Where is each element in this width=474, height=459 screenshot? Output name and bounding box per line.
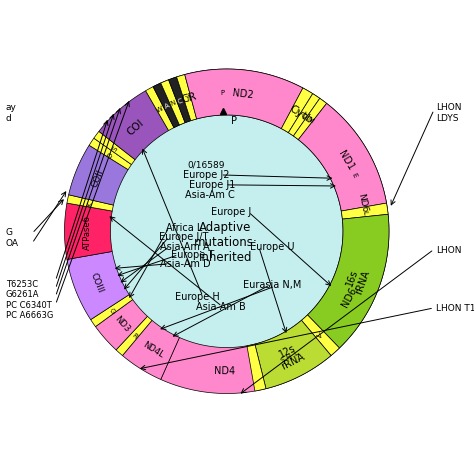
Polygon shape: [67, 252, 129, 320]
Polygon shape: [227, 70, 373, 181]
Text: ND4L: ND4L: [141, 340, 165, 359]
Text: N: N: [170, 100, 177, 107]
Polygon shape: [215, 70, 227, 116]
Text: Asia-Am D: Asia-Am D: [160, 259, 210, 269]
Polygon shape: [247, 344, 266, 391]
Text: Europe J2: Europe J2: [183, 170, 230, 179]
Text: Asia-Am C: Asia-Am C: [185, 190, 235, 200]
Text: C: C: [177, 97, 183, 104]
Text: ND6: ND6: [356, 192, 369, 213]
Text: 12s
rRNA: 12s rRNA: [274, 340, 306, 371]
Polygon shape: [161, 81, 185, 126]
Polygon shape: [94, 132, 135, 165]
Text: W: W: [156, 106, 165, 114]
Polygon shape: [69, 146, 128, 206]
Text: M: M: [305, 116, 314, 124]
Circle shape: [110, 116, 343, 348]
Polygon shape: [122, 321, 180, 380]
Text: V: V: [316, 331, 324, 339]
Text: G: G: [108, 307, 116, 314]
Text: ND6: ND6: [340, 285, 359, 308]
Polygon shape: [64, 204, 112, 260]
Polygon shape: [301, 315, 339, 356]
Polygon shape: [99, 91, 169, 160]
Text: Europe J1: Europe J1: [189, 179, 236, 190]
Polygon shape: [276, 334, 303, 379]
Text: CR: CR: [181, 91, 198, 105]
Polygon shape: [95, 300, 147, 350]
Polygon shape: [67, 196, 113, 212]
Polygon shape: [91, 295, 133, 327]
Text: OA: OA: [6, 239, 19, 247]
Polygon shape: [341, 204, 388, 219]
Text: ATPase6: ATPase6: [83, 214, 92, 249]
Polygon shape: [288, 95, 320, 137]
Polygon shape: [282, 89, 313, 134]
Text: Europe U: Europe U: [249, 241, 294, 252]
Text: E: E: [350, 172, 357, 179]
Text: Asia-Am A: Asia-Am A: [161, 241, 210, 251]
Text: Cytb: Cytb: [287, 103, 314, 125]
Polygon shape: [153, 70, 219, 129]
Text: ND3: ND3: [113, 314, 132, 334]
Text: S: S: [111, 146, 118, 153]
Polygon shape: [177, 75, 197, 121]
Text: ND1: ND1: [337, 149, 356, 172]
Text: Europe H: Europe H: [175, 291, 220, 301]
Text: ND4: ND4: [214, 365, 235, 376]
Polygon shape: [169, 78, 191, 123]
Text: COIII: COIII: [89, 271, 105, 294]
Text: LHON T1: LHON T1: [436, 304, 474, 313]
Text: Europe J: Europe J: [211, 207, 251, 217]
Text: Q: Q: [300, 112, 308, 120]
Text: Europe J/T: Europe J/T: [159, 232, 209, 242]
Text: P: P: [220, 90, 224, 96]
Text: Europe T: Europe T: [171, 250, 215, 260]
Text: COII: COII: [91, 168, 106, 189]
Text: A: A: [164, 103, 170, 110]
Text: COI: COI: [125, 117, 146, 137]
Text: L: L: [293, 348, 300, 356]
Text: LHON
LDYS: LHON LDYS: [436, 103, 462, 122]
Text: Adaptive
mutations:
inherited: Adaptive mutations: inherited: [193, 221, 257, 263]
Polygon shape: [116, 317, 152, 356]
Text: Asia-Am B: Asia-Am B: [196, 301, 246, 311]
Text: I: I: [294, 108, 299, 114]
Text: G: G: [6, 227, 13, 236]
Text: LHON: LHON: [436, 245, 462, 254]
Text: R: R: [131, 332, 138, 340]
Polygon shape: [270, 337, 295, 382]
Polygon shape: [335, 171, 389, 228]
Polygon shape: [331, 161, 377, 188]
Polygon shape: [153, 84, 180, 129]
Polygon shape: [308, 215, 389, 348]
Text: S: S: [279, 356, 285, 363]
Polygon shape: [255, 321, 331, 389]
Text: P: P: [231, 116, 237, 126]
Text: Africa L: Africa L: [166, 222, 202, 232]
Text: D: D: [107, 151, 115, 159]
Text: ND2: ND2: [231, 88, 254, 100]
Polygon shape: [282, 330, 313, 375]
Text: T6253C
G6261A
PC C6340T
PC A6663G: T6253C G6261A PC C6340T PC A6663G: [6, 279, 53, 319]
Polygon shape: [298, 104, 386, 212]
Polygon shape: [185, 70, 303, 129]
Polygon shape: [161, 338, 288, 394]
Text: 16s
rRNA: 16s rRNA: [343, 264, 372, 295]
Text: ay
d: ay d: [6, 103, 17, 122]
Text: H: H: [285, 352, 292, 360]
Polygon shape: [293, 99, 327, 140]
Polygon shape: [89, 139, 131, 170]
Text: Y: Y: [184, 95, 190, 102]
Polygon shape: [288, 226, 389, 369]
Text: L: L: [361, 210, 368, 215]
Polygon shape: [146, 88, 174, 131]
Text: Eurasia N,M: Eurasia N,M: [243, 280, 301, 289]
Text: K: K: [87, 201, 94, 207]
Text: 0/16589: 0/16589: [188, 160, 225, 169]
